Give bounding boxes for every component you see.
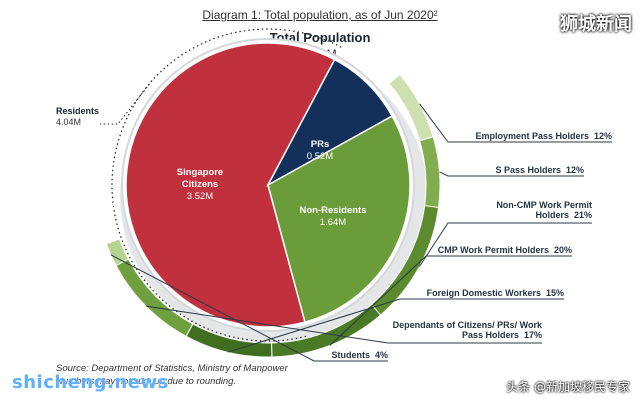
breakdown-label-6: Students 4% [318, 350, 388, 360]
watermark-bottom-right: 头条 @新加坡移民专家 [506, 380, 630, 394]
leader-5 [145, 305, 542, 344]
slice-prs [266, 58, 394, 187]
breakdown-label-3: CMP Work Permit Holders 20% [430, 245, 572, 255]
breakdown-pct: 12% [593, 131, 612, 141]
label-prs: PRs 0.52M [307, 139, 333, 162]
source-line: Source: Department of Statistics, Minist… [56, 363, 288, 374]
ring-segment-6 [105, 238, 130, 267]
breakdown-label-4: Foreign Domestic Workers 15% [404, 288, 564, 298]
breakdown-name: CMP Work Permit Holders [437, 245, 554, 255]
leader-lines [110, 103, 612, 362]
breakdown-pct: 20% [553, 245, 572, 255]
residents-value: 4.04M [56, 117, 82, 127]
pie-slices [125, 42, 411, 328]
label-singapore-citizens: Singapore Citizens 3.52M [177, 167, 223, 202]
leader-0 [419, 103, 612, 143]
residents-label: Residents 4.04M [56, 106, 99, 128]
source-note: Source: Department of Statistics, Minist… [56, 362, 288, 388]
breakdown-label-5: Dependants of Citizens/ PRs/ Work Pass H… [392, 320, 542, 340]
label-non-residents: Non-Residents 1.64M [299, 205, 366, 228]
breakdown-pct: 4% [374, 350, 388, 360]
breakdown-pct: 12% [565, 165, 584, 175]
breakdown-name: Employment Pass Holders [475, 131, 594, 141]
slice-singapore-citizens [125, 42, 336, 328]
watermark-bottom-left: shicheng.news [12, 372, 169, 393]
watermark-top-right: 狮城新闻 [560, 14, 632, 35]
leader-1 [439, 171, 584, 177]
diagram-title: Diagram 1: Total population, as of Jun 2… [202, 8, 438, 22]
breakdown-pct: 21% [573, 210, 592, 220]
breakdown-name: Non-CMP Work Permit Holders [496, 200, 592, 220]
leader-2 [419, 222, 592, 267]
slice-non-residents [267, 115, 411, 324]
breakdown-pct: 15% [545, 288, 564, 298]
residents-name: Residents [56, 106, 100, 116]
breakdown-name: S Pass Holders [495, 165, 566, 175]
breakdown-name: Students [331, 350, 375, 360]
breakdown-name: Dependants of Citizens/ PRs/ Work Pass H… [392, 320, 542, 340]
breakdown-label-2: Non-CMP Work Permit Holders 21% [452, 200, 592, 220]
pie-labels: Singapore Citizens 3.52M PRs 0.52M Non-Reside… [177, 139, 367, 228]
breakdown-name: Foreign Domestic Workers [426, 288, 546, 298]
breakdown-pct: 17% [523, 330, 542, 340]
breakdown-label-1: S Pass Holders 12% [452, 165, 584, 175]
breakdown-ring [105, 73, 441, 358]
leader-4 [227, 298, 564, 353]
leader-6 [110, 254, 388, 362]
breakdown-label-0: Employment Pass Holders 12% [452, 131, 612, 141]
leader-3 [329, 255, 572, 346]
rounding-note: Numbers may not sum up due to rounding. [56, 376, 237, 387]
